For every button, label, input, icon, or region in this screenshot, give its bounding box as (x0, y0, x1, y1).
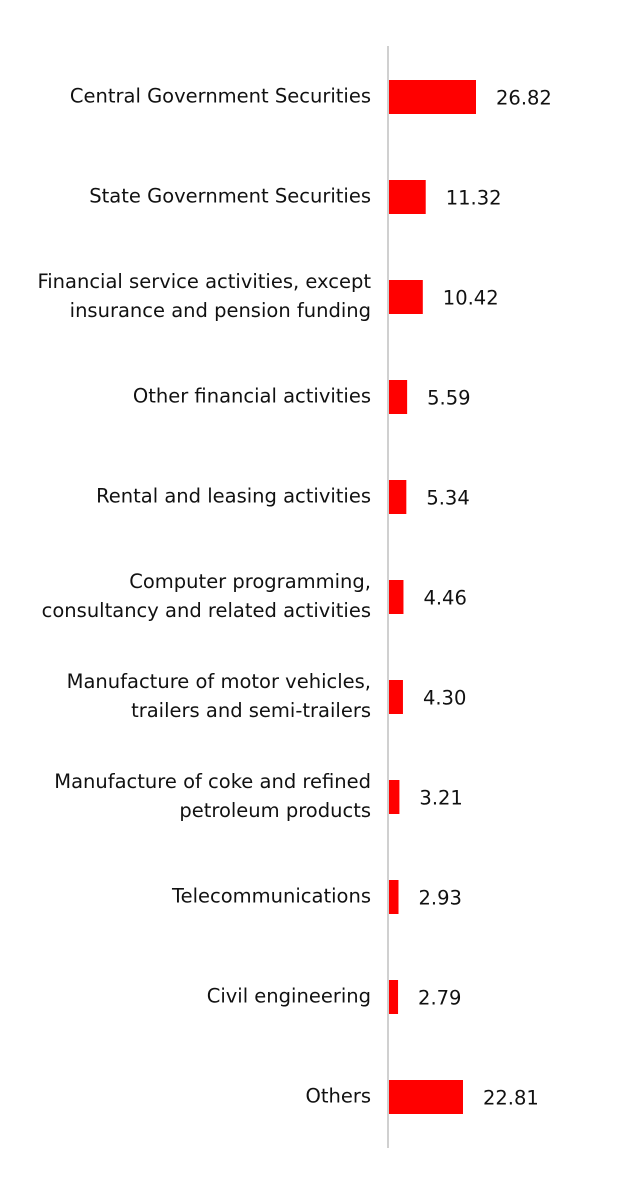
category-label: petroleum products (179, 799, 371, 822)
data-label: 2.79 (418, 987, 461, 1010)
bar (389, 280, 423, 314)
bar (389, 180, 426, 214)
data-label: 10.42 (443, 287, 499, 310)
data-label: 4.30 (423, 687, 466, 710)
category-label: State Government Securities (89, 185, 371, 208)
category-label: Other financial activities (133, 385, 371, 408)
data-label: 26.82 (496, 87, 552, 110)
bar (389, 480, 407, 514)
category-label: Civil engineering (207, 985, 371, 1008)
bar (389, 580, 404, 614)
category-label: Others (305, 1085, 371, 1108)
category-label: Manufacture of coke and refined (54, 770, 371, 793)
bar (389, 380, 408, 414)
category-label: consultancy and related activities (42, 599, 371, 622)
bar (389, 780, 400, 814)
data-label: 22.81 (483, 1087, 539, 1110)
bar (389, 880, 399, 914)
category-label: Telecommunications (171, 885, 371, 908)
category-label: Central Government Securities (70, 85, 371, 108)
data-label: 3.21 (419, 787, 462, 810)
data-label: 2.93 (419, 887, 462, 910)
data-label: 11.32 (446, 187, 502, 210)
data-label: 4.46 (423, 587, 466, 610)
category-label: insurance and pension funding (70, 299, 371, 322)
category-label: Computer programming, (129, 570, 371, 593)
bar (389, 1080, 463, 1114)
bars-layer (389, 80, 476, 1114)
bar (389, 980, 399, 1014)
data-label: 5.34 (426, 487, 469, 510)
bar (389, 680, 403, 714)
labels-layer: 26.82 Central Government Securities 11.32 S… (37, 85, 551, 1110)
category-label: Rental and leasing activities (96, 485, 371, 508)
bar (389, 80, 476, 114)
category-label: Manufacture of motor vehicles, (67, 670, 371, 693)
data-label: 5.59 (427, 387, 470, 410)
category-label: trailers and semi-trailers (131, 699, 371, 722)
category-label: Financial service activities, except (37, 270, 371, 293)
